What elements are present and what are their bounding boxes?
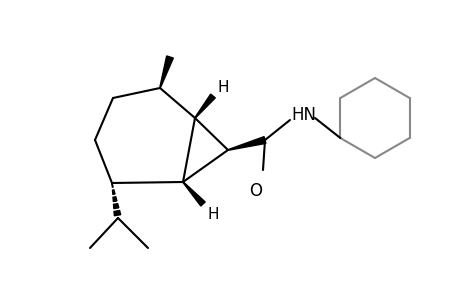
Polygon shape bbox=[182, 182, 205, 206]
Polygon shape bbox=[194, 94, 215, 118]
Text: O: O bbox=[249, 182, 262, 200]
Polygon shape bbox=[113, 197, 117, 202]
Polygon shape bbox=[112, 190, 115, 194]
Text: HN: HN bbox=[291, 106, 315, 124]
Text: H: H bbox=[207, 208, 219, 223]
Polygon shape bbox=[112, 183, 113, 187]
Polygon shape bbox=[113, 204, 118, 208]
Polygon shape bbox=[159, 56, 173, 88]
Polygon shape bbox=[114, 211, 120, 216]
Text: H: H bbox=[218, 80, 229, 94]
Polygon shape bbox=[227, 136, 265, 150]
